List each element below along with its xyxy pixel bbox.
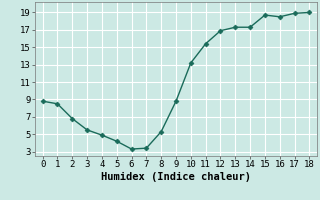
X-axis label: Humidex (Indice chaleur): Humidex (Indice chaleur) <box>101 172 251 182</box>
